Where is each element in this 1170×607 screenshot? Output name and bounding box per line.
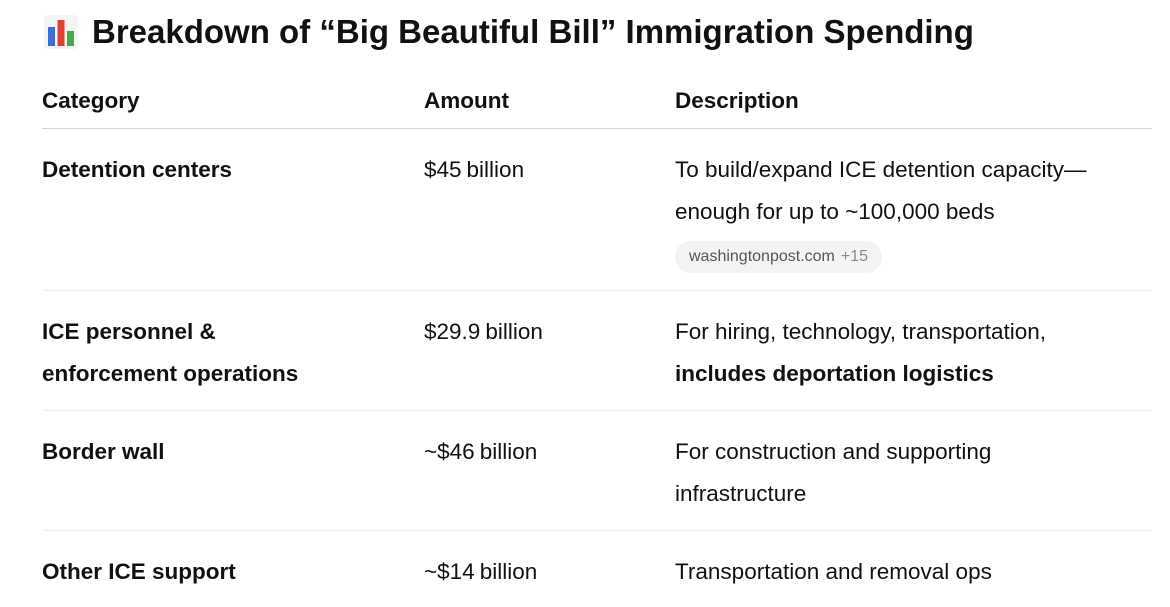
- row-description: Transportation and removal ops: [675, 551, 1155, 593]
- amount-unit: billion: [479, 439, 538, 464]
- page-title: Breakdown of “Big Beautiful Bill” Immigr…: [92, 13, 974, 50]
- category-line: enforcement operations: [42, 361, 299, 386]
- amount-value: $29.9: [424, 319, 481, 344]
- row-amount: ~$14 billion: [424, 551, 664, 593]
- source-domain: washingtonpost.com: [689, 248, 835, 265]
- description-line: enough for up to ~100,000 beds: [675, 199, 995, 224]
- description-line: Transportation and removal ops: [675, 559, 992, 584]
- amount-unit: billion: [485, 319, 543, 344]
- row-category: Detention centers: [42, 157, 233, 182]
- description-line-bold: includes deportation logistics: [675, 361, 994, 386]
- row-amount: ~$46 billion: [424, 431, 664, 473]
- spending-table: Category Amount Description Detention ce…: [42, 80, 1152, 607]
- row-category: ICE personnel & enforcement operations: [42, 311, 402, 395]
- row-amount: $29.9 billion: [424, 311, 664, 353]
- description-line: For hiring, technology, transportation,: [675, 319, 1047, 344]
- row-category: Other ICE support: [42, 559, 236, 584]
- source-count: +15: [840, 248, 868, 265]
- page-header: Breakdown of “Big Beautiful Bill” Immigr…: [44, 10, 974, 54]
- bar-chart-icon: [44, 15, 78, 49]
- description-line: infrastructure: [675, 481, 807, 506]
- row-description: For construction and supporting infrastr…: [675, 431, 1155, 515]
- row-description: For hiring, technology, transportation, …: [675, 311, 1155, 395]
- amount-value: $45: [424, 157, 462, 182]
- table-row: Other ICE support ~$14 billion Transporta…: [42, 531, 1152, 607]
- description-line: For construction and supporting: [675, 439, 992, 464]
- table-row: Border wall ~$46 billion For construction…: [42, 411, 1152, 531]
- amount-value: ~$46: [424, 439, 475, 464]
- header-description: Description: [675, 88, 799, 113]
- header-category: Category: [42, 88, 140, 113]
- row-amount: $45 billion: [424, 149, 664, 191]
- row-description: To build/expand ICE detention capacity— …: [675, 149, 1155, 275]
- table-header-row: Category Amount Description: [42, 80, 1152, 129]
- category-line: ICE personnel &: [42, 319, 216, 344]
- table-row: ICE personnel & enforcement operations $…: [42, 291, 1152, 411]
- source-chip[interactable]: washingtonpost.com +15: [675, 241, 882, 273]
- description-line: To build/expand ICE detention capacity—: [675, 157, 1087, 182]
- table-row: Detention centers $45 billion To build/ex…: [42, 129, 1152, 291]
- amount-unit: billion: [479, 559, 538, 584]
- amount-value: ~$14: [424, 559, 475, 584]
- header-amount: Amount: [424, 88, 509, 113]
- amount-unit: billion: [466, 157, 525, 182]
- row-category: Border wall: [42, 439, 165, 464]
